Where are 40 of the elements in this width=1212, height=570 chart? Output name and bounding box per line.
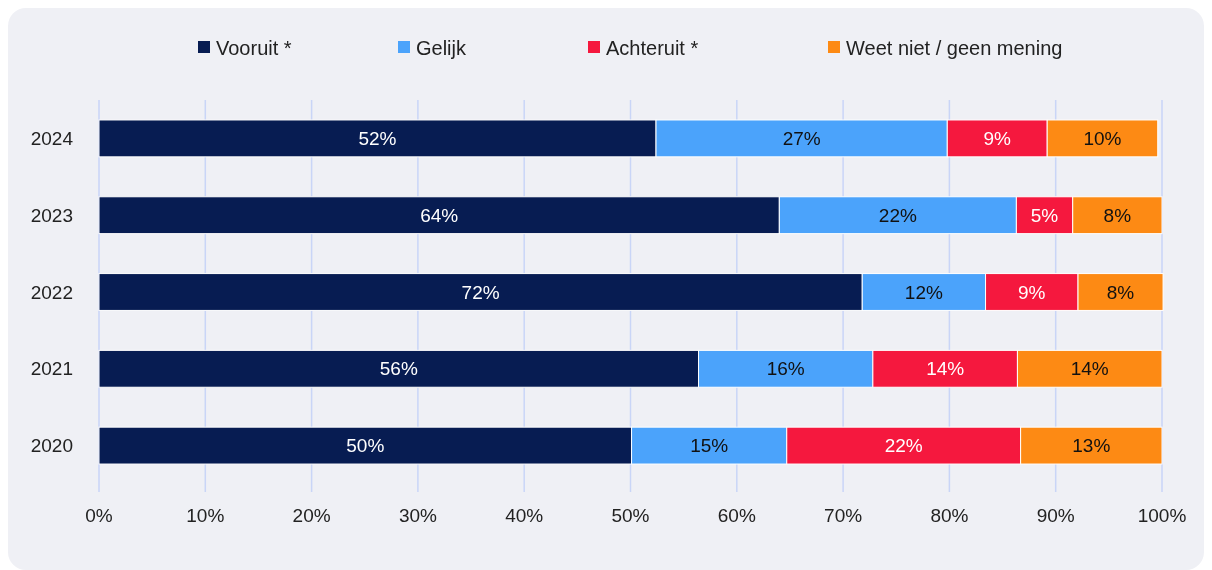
data-label: 16% bbox=[766, 358, 805, 380]
data-label: 5% bbox=[1030, 204, 1059, 226]
data-label: 12% bbox=[904, 281, 944, 303]
data-label: 22% bbox=[884, 435, 923, 457]
data-label: 9% bbox=[983, 128, 1012, 150]
x-tick-label: 80% bbox=[930, 505, 969, 526]
x-tick-label: 40% bbox=[505, 505, 544, 526]
data-label: 9% bbox=[1018, 281, 1046, 303]
y-tick-label: 2021 bbox=[30, 358, 73, 380]
data-label: 72% bbox=[461, 281, 500, 303]
x-tick-label: 50% bbox=[611, 505, 650, 526]
data-label: 15% bbox=[690, 435, 729, 457]
data-label: 27% bbox=[782, 128, 821, 150]
legend-label: Gelijk bbox=[416, 37, 468, 59]
data-label: 64% bbox=[420, 204, 459, 226]
legend-label: Vooruit * bbox=[216, 37, 292, 59]
y-tick-label: 2022 bbox=[30, 281, 73, 303]
x-tick-label: 60% bbox=[717, 505, 756, 526]
x-tick-label: 100% bbox=[1137, 505, 1187, 526]
data-label: 8% bbox=[1106, 281, 1135, 303]
x-tick-label: 0% bbox=[85, 505, 113, 526]
x-tick-label: 30% bbox=[398, 505, 438, 526]
y-tick-label: 2024 bbox=[30, 128, 74, 150]
x-tick-label: 90% bbox=[1036, 505, 1075, 526]
data-label: 14% bbox=[926, 358, 965, 380]
data-label: 50% bbox=[346, 435, 385, 457]
y-tick-label: 2023 bbox=[30, 204, 73, 226]
data-label: 14% bbox=[1070, 358, 1109, 380]
y-tick-label: 2020 bbox=[30, 435, 73, 457]
data-label: 52% bbox=[358, 128, 397, 150]
x-tick-label: 70% bbox=[824, 505, 863, 526]
data-label: 22% bbox=[878, 204, 917, 226]
data-label: 56% bbox=[379, 358, 418, 380]
x-tick-label: 20% bbox=[292, 505, 331, 526]
x-tick-label: 10% bbox=[186, 505, 225, 526]
legend-label: Achteruit * bbox=[606, 37, 699, 59]
data-label: 8% bbox=[1103, 204, 1132, 226]
data-label: 10% bbox=[1083, 128, 1122, 150]
data-label: 13% bbox=[1072, 435, 1111, 457]
legend-label: Weet niet / geen mening bbox=[846, 37, 1063, 59]
